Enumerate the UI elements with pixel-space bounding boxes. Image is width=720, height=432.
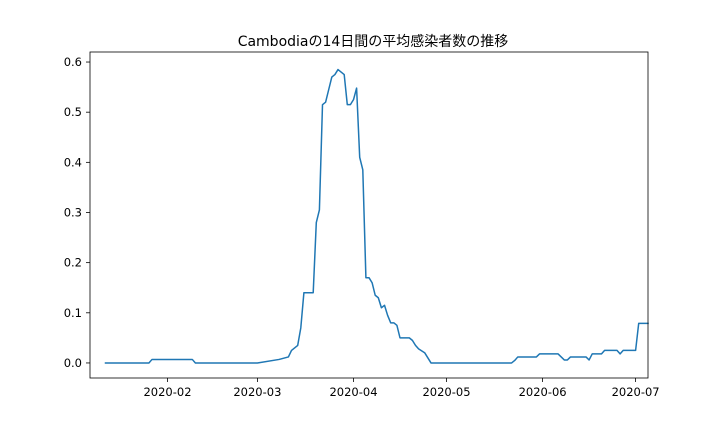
- y-tick-label: 0.0: [64, 356, 82, 370]
- x-tick-label: 2020-03: [233, 385, 281, 399]
- chart-title: Cambodiaの14日間の平均感染者数の推移: [238, 33, 509, 50]
- x-tick-label: 2020-07: [612, 385, 660, 399]
- y-tick-label: 0.4: [64, 155, 82, 169]
- y-tick-label: 0.6: [64, 55, 82, 69]
- y-tick-label: 0.5: [64, 105, 82, 119]
- x-tick-label: 2020-05: [422, 385, 470, 399]
- x-tick-label: 2020-02: [143, 385, 191, 399]
- x-tick-label: 2020-06: [519, 385, 567, 399]
- y-tick-label: 0.3: [64, 205, 82, 219]
- y-tick-label: 0.1: [64, 306, 82, 320]
- x-tick-label: 2020-04: [329, 385, 377, 399]
- y-tick-label: 0.2: [64, 256, 82, 270]
